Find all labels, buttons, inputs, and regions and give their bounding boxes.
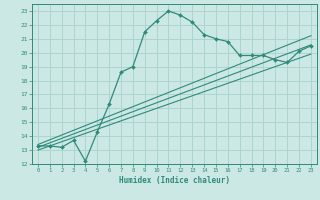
X-axis label: Humidex (Indice chaleur): Humidex (Indice chaleur) bbox=[119, 176, 230, 185]
